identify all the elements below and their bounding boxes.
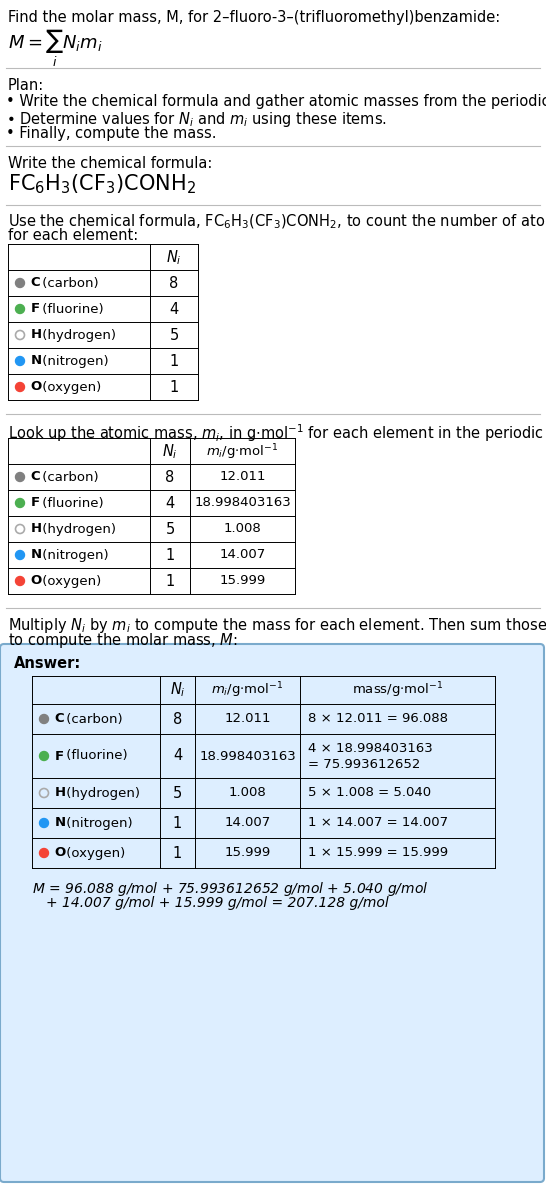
Text: Answer:: Answer:: [14, 656, 81, 671]
Text: $M$ = 96.088 g/mol + 75.993612652 g/mol + 5.040 g/mol: $M$ = 96.088 g/mol + 75.993612652 g/mol …: [32, 880, 428, 898]
Text: for each element:: for each element:: [8, 228, 138, 243]
Circle shape: [15, 472, 25, 482]
Circle shape: [15, 279, 25, 287]
Text: $N_i$: $N_i$: [166, 248, 182, 267]
Text: 1: 1: [165, 574, 175, 588]
Text: (carbon): (carbon): [38, 471, 98, 484]
Text: $\mathbf{F}$: $\mathbf{F}$: [30, 497, 40, 510]
Text: (nitrogen): (nitrogen): [62, 816, 132, 829]
Text: $\mathbf{F}$: $\mathbf{F}$: [54, 750, 64, 763]
Text: $\mathbf{N}$: $\mathbf{N}$: [30, 355, 42, 368]
Text: Multiply $N_i$ by $m_i$ to compute the mass for each element. Then sum those val: Multiply $N_i$ by $m_i$ to compute the m…: [8, 616, 546, 635]
Text: 1 × 14.007 = 14.007: 1 × 14.007 = 14.007: [308, 816, 448, 829]
Text: 8 × 12.011 = 96.088: 8 × 12.011 = 96.088: [308, 713, 448, 726]
Text: $\mathbf{N}$: $\mathbf{N}$: [54, 816, 66, 829]
Text: 5: 5: [165, 522, 175, 536]
Text: (fluorine): (fluorine): [62, 750, 127, 763]
Text: $\mathrm{FC_6H_3(CF_3)CONH_2}$: $\mathrm{FC_6H_3(CF_3)CONH_2}$: [8, 172, 196, 196]
Circle shape: [39, 752, 49, 760]
Circle shape: [15, 576, 25, 586]
Text: (nitrogen): (nitrogen): [38, 548, 108, 561]
Text: $\mathbf{N}$: $\mathbf{N}$: [30, 548, 42, 561]
Text: 15.999: 15.999: [224, 847, 271, 860]
Circle shape: [15, 498, 25, 508]
Text: $\mathbf{C}$: $\mathbf{C}$: [54, 713, 65, 726]
Text: + 14.007 g/mol + 15.999 g/mol = 207.128 g/mol: + 14.007 g/mol + 15.999 g/mol = 207.128 …: [46, 895, 389, 910]
Text: 14.007: 14.007: [219, 548, 265, 561]
Circle shape: [15, 383, 25, 391]
Text: (oxygen): (oxygen): [38, 574, 101, 587]
Text: 12.011: 12.011: [219, 471, 266, 484]
Text: $N_i$: $N_i$: [162, 442, 178, 460]
Text: (carbon): (carbon): [38, 276, 98, 289]
Text: 4: 4: [169, 301, 179, 317]
Text: $m_i$/g$\cdot$mol$^{-1}$: $m_i$/g$\cdot$mol$^{-1}$: [206, 442, 279, 461]
Text: 1.008: 1.008: [224, 523, 262, 536]
Text: (oxygen): (oxygen): [38, 381, 101, 394]
Text: 5: 5: [173, 785, 182, 801]
Text: to compute the molar mass, $M$:: to compute the molar mass, $M$:: [8, 631, 238, 650]
FancyBboxPatch shape: [0, 644, 544, 1182]
Text: Find the molar mass, M, for 2–fluoro-3–(trifluoromethyl)benzamide:: Find the molar mass, M, for 2–fluoro-3–(…: [8, 9, 500, 25]
Text: $N_i$: $N_i$: [170, 680, 186, 699]
Circle shape: [15, 357, 25, 365]
Text: $\mathbf{H}$: $\mathbf{H}$: [30, 523, 42, 536]
Text: $M = \sum_i N_i m_i$: $M = \sum_i N_i m_i$: [8, 28, 103, 69]
Text: (carbon): (carbon): [62, 713, 122, 726]
Text: Plan:: Plan:: [8, 78, 44, 93]
Text: 5: 5: [169, 327, 179, 343]
Text: $\mathbf{O}$: $\mathbf{O}$: [54, 847, 67, 860]
Text: 8: 8: [173, 712, 182, 727]
Text: • Determine values for $N_i$ and $m_i$ using these items.: • Determine values for $N_i$ and $m_i$ u…: [6, 110, 387, 129]
Text: • Finally, compute the mass.: • Finally, compute the mass.: [6, 126, 217, 141]
Text: $\mathbf{O}$: $\mathbf{O}$: [30, 381, 43, 394]
Circle shape: [15, 550, 25, 560]
Text: $\mathbf{H}$: $\mathbf{H}$: [30, 329, 42, 342]
Text: 18.998403163: 18.998403163: [194, 497, 291, 510]
Text: $m_i$/g$\cdot$mol$^{-1}$: $m_i$/g$\cdot$mol$^{-1}$: [211, 680, 284, 700]
Text: 1: 1: [169, 380, 179, 395]
Text: 4: 4: [165, 496, 175, 510]
Text: 1 × 15.999 = 15.999: 1 × 15.999 = 15.999: [308, 847, 448, 860]
Text: 5 × 1.008 = 5.040: 5 × 1.008 = 5.040: [308, 786, 431, 799]
Text: $\mathbf{C}$: $\mathbf{C}$: [30, 276, 41, 289]
Text: 8: 8: [165, 470, 175, 485]
Text: (fluorine): (fluorine): [38, 497, 103, 510]
Circle shape: [39, 818, 49, 828]
Text: Use the chemical formula, $\mathrm{FC_6H_3(CF_3)CONH_2}$, to count the number of: Use the chemical formula, $\mathrm{FC_6H…: [8, 213, 546, 231]
Text: 1.008: 1.008: [229, 786, 266, 799]
Text: (oxygen): (oxygen): [62, 847, 124, 860]
Text: 1: 1: [169, 353, 179, 369]
Text: • Write the chemical formula and gather atomic masses from the periodic table.: • Write the chemical formula and gather …: [6, 94, 546, 109]
Text: $\mathbf{C}$: $\mathbf{C}$: [30, 471, 41, 484]
Circle shape: [15, 305, 25, 313]
Text: mass/g$\cdot$mol$^{-1}$: mass/g$\cdot$mol$^{-1}$: [352, 680, 443, 700]
Circle shape: [39, 848, 49, 857]
Text: 12.011: 12.011: [224, 713, 271, 726]
Text: 18.998403163: 18.998403163: [199, 750, 296, 763]
Circle shape: [39, 714, 49, 723]
Text: (fluorine): (fluorine): [38, 302, 103, 315]
Text: $\mathbf{H}$: $\mathbf{H}$: [54, 786, 66, 799]
Text: Look up the atomic mass, $m_i$, in g$\cdot$mol$^{-1}$ for each element in the pe: Look up the atomic mass, $m_i$, in g$\cd…: [8, 422, 546, 444]
Text: 8: 8: [169, 275, 179, 291]
Text: 1: 1: [165, 548, 175, 562]
Text: Write the chemical formula:: Write the chemical formula:: [8, 157, 212, 171]
Text: 14.007: 14.007: [224, 816, 271, 829]
Text: 1: 1: [173, 816, 182, 830]
Text: (hydrogen): (hydrogen): [38, 523, 116, 536]
Text: $\mathbf{F}$: $\mathbf{F}$: [30, 302, 40, 315]
Text: (hydrogen): (hydrogen): [38, 329, 116, 342]
Text: 4: 4: [173, 748, 182, 764]
Text: 1: 1: [173, 846, 182, 861]
Text: (hydrogen): (hydrogen): [62, 786, 139, 799]
Text: $\mathbf{O}$: $\mathbf{O}$: [30, 574, 43, 587]
Text: (nitrogen): (nitrogen): [38, 355, 108, 368]
Text: 15.999: 15.999: [219, 574, 265, 587]
Text: = 75.993612652: = 75.993612652: [308, 759, 420, 772]
Text: 4 × 18.998403163: 4 × 18.998403163: [308, 742, 433, 755]
